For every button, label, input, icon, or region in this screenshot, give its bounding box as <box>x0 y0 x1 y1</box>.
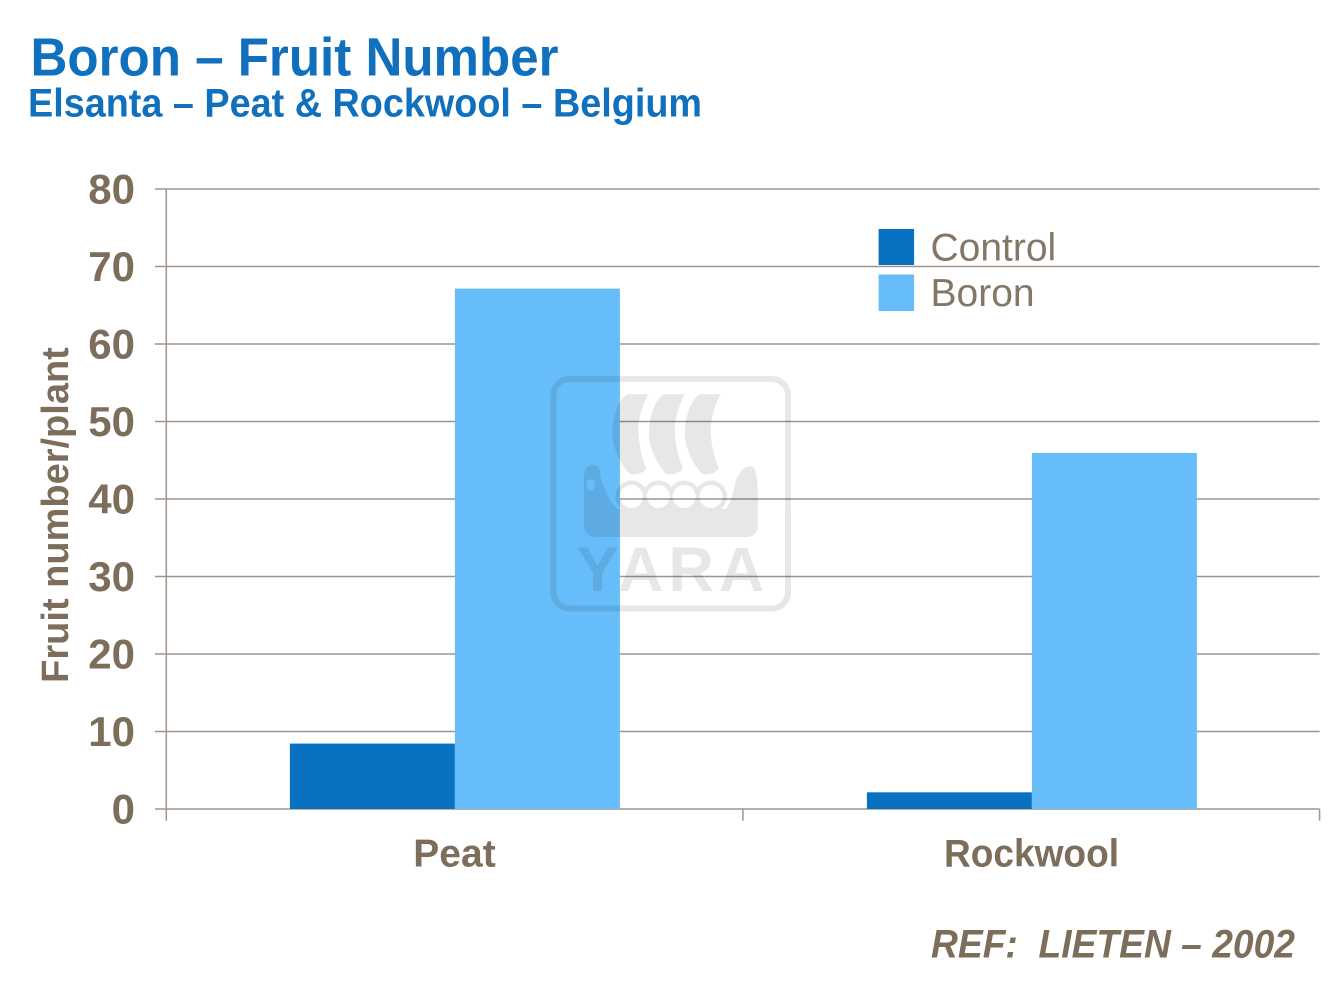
svg-text:80: 80 <box>88 165 135 212</box>
svg-text:Rockwool: Rockwool <box>944 833 1119 876</box>
svg-text:Elsanta – Peat & Rockwool – Be: Elsanta – Peat & Rockwool – Belgium <box>28 82 702 126</box>
svg-text:50: 50 <box>88 398 135 445</box>
svg-text:Boron – Fruit Number: Boron – Fruit Number <box>31 27 559 87</box>
svg-text:70: 70 <box>88 243 135 290</box>
svg-text:30: 30 <box>88 553 135 600</box>
svg-text:20: 20 <box>88 630 135 677</box>
svg-text:REF: LIETEN – 2002: REF: LIETEN – 2002 <box>931 923 1295 967</box>
svg-text:Peat: Peat <box>413 833 495 876</box>
svg-text:Fruit number/plant: Fruit number/plant <box>35 347 77 683</box>
svg-text:Control: Control <box>931 226 1057 269</box>
svg-text:40: 40 <box>88 475 135 522</box>
svg-text:Boron: Boron <box>931 272 1035 315</box>
svg-text:0: 0 <box>112 785 135 832</box>
svg-text:60: 60 <box>88 320 135 367</box>
svg-text:YARA: YARA <box>577 535 770 605</box>
svg-text:10: 10 <box>88 708 135 755</box>
